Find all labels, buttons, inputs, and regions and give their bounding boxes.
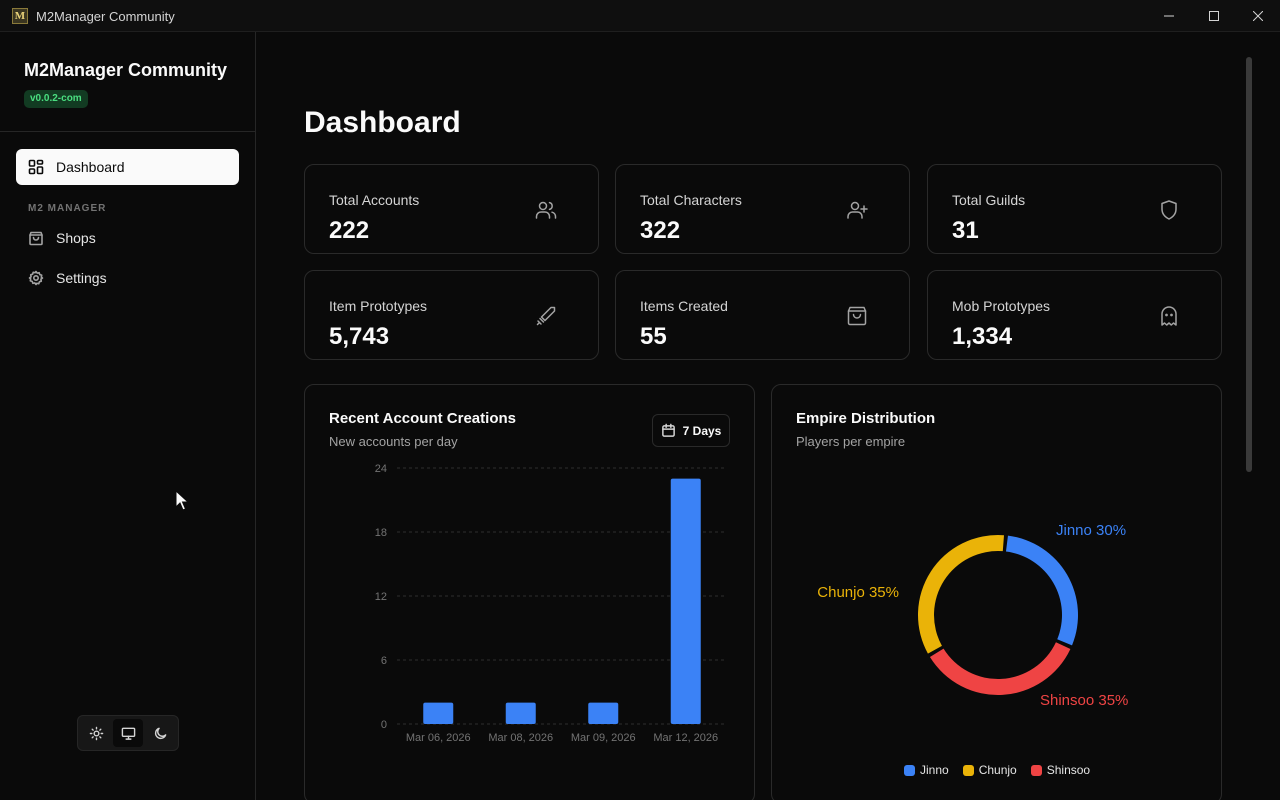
date-range-button[interactable]: 7 Days [652,414,730,447]
y-tick-label: 12 [375,591,387,603]
bar[interactable] [670,478,701,724]
x-tick-label: Mar 09, 2026 [571,732,636,744]
sidebar-divider [0,131,255,132]
window-title: M2Manager Community [36,9,175,24]
slice-label: Shinsoo 35% [1040,692,1128,709]
empire-donut-chart: Jinno 30% Shinsoo 35% Chunjo 35% [817,522,1128,709]
users-icon [535,201,557,219]
layout-grid-icon [28,159,44,175]
sidebar: M2Manager Community v0.0.2-com Dashboard… [0,32,256,800]
x-tick-label: Mar 06, 2026 [406,732,471,744]
bar[interactable] [505,702,536,724]
bar[interactable] [423,702,454,724]
scrollbar-thumb[interactable] [1246,57,1252,472]
empire-legend: Jinno Chunjo Shinsoo [904,763,1090,777]
stat-card-total-accounts: Total Accounts 222 [304,164,599,254]
legend-item: Jinno [904,763,949,777]
shield-icon [1161,200,1177,220]
stat-label: Total Accounts [329,192,420,208]
gear-icon [28,270,44,286]
stat-value: 322 [640,217,681,244]
sun-icon [89,726,103,740]
legend-label: Jinno [920,763,949,777]
account-bar-chart: 0 6 12 18 24 Mar 06, 2026 Mar 08, 2026 Mar 09, … [375,463,727,744]
stat-label: Items Created [640,298,728,314]
mouse-cursor-icon [175,490,189,511]
stat-value: 1,334 [952,323,1013,350]
donut-slice[interactable] [918,535,1004,654]
theme-switcher [77,715,179,751]
donut-slice[interactable] [1005,535,1078,646]
legend-item: Chunjo [962,763,1017,777]
maximize-button[interactable] [1192,0,1236,32]
stat-value: 55 [640,323,667,350]
y-tick-label: 24 [375,463,387,475]
panel-title: Empire Distribution [796,410,936,427]
legend-swatch [904,764,915,776]
user-plus-icon [847,201,868,219]
sidebar-item-dashboard[interactable]: Dashboard [16,149,239,185]
shopping-bag-icon [847,306,867,326]
light-theme-button[interactable] [81,719,111,747]
stat-card-total-characters: Total Characters 322 [615,164,910,254]
minimize-button[interactable] [1147,0,1191,32]
sidebar-item-label: Settings [56,270,107,286]
close-icon [1253,11,1263,21]
stat-value: 5,743 [329,323,390,350]
y-tick-label: 18 [375,527,387,539]
stat-card-item-prototypes: Item Prototypes 5,743 [304,270,599,360]
close-button[interactable] [1236,0,1280,32]
stat-card-mob-prototypes: Mob Prototypes 1,334 [927,270,1222,360]
stat-value: 31 [952,217,979,244]
calendar-icon [661,423,675,437]
sidebar-item-settings[interactable]: Settings [16,260,239,296]
stat-label: Mob Prototypes [952,298,1051,314]
page-title: Dashboard [304,106,461,139]
legend-swatch [962,764,974,776]
sword-icon [536,306,556,326]
system-theme-button[interactable] [113,719,143,747]
nav-group-label: M2 MANAGER [28,203,107,214]
monitor-icon [121,727,135,740]
slice-label: Jinno 30% [1056,522,1126,539]
sidebar-item-label: Shops [56,230,96,246]
legend-item: Shinsoo [1030,763,1091,777]
minimize-icon [1164,15,1174,17]
panel-subtitle: Players per empire [796,434,906,449]
app-logo-icon: M [12,8,28,24]
y-tick-label: 0 [381,719,387,731]
shopping-bag-icon [29,231,43,246]
panel-subtitle: New accounts per day [329,434,458,449]
stat-label: Total Characters [640,192,742,208]
maximize-icon [1209,11,1219,21]
sidebar-item-label: Dashboard [56,159,125,175]
x-tick-label: Mar 12, 2026 [653,732,718,744]
bar[interactable] [588,702,619,724]
version-badge: v0.0.2-com [24,90,88,108]
stat-label: Item Prototypes [329,298,428,314]
x-tick-label: Mar 08, 2026 [488,732,553,744]
stat-value: 222 [329,217,370,244]
sidebar-item-shops[interactable]: Shops [16,220,239,256]
moon-icon [154,727,166,739]
brand-title: M2Manager Community [24,60,228,80]
ghost-icon [1161,306,1177,326]
date-range-label: 7 Days [682,423,722,438]
donut-slice[interactable] [929,642,1071,695]
stat-card-items-created: Items Created 55 [615,270,910,360]
empire-distribution-panel: Empire Distribution Players per empire J… [771,384,1222,800]
dark-theme-button[interactable] [145,719,175,747]
legend-label: Shinsoo [1046,763,1091,777]
legend-label: Chunjo [978,763,1017,777]
legend-swatch [1030,764,1042,776]
y-tick-label: 6 [381,655,387,667]
slice-label: Chunjo 35% [817,584,899,601]
stat-label: Total Guilds [952,192,1026,208]
account-creations-panel: Recent Account Creations New accounts pe… [304,384,755,800]
stat-card-total-guilds: Total Guilds 31 [927,164,1222,254]
panel-title: Recent Account Creations [329,410,516,427]
title-bar: M M2Manager Community [0,0,1280,32]
